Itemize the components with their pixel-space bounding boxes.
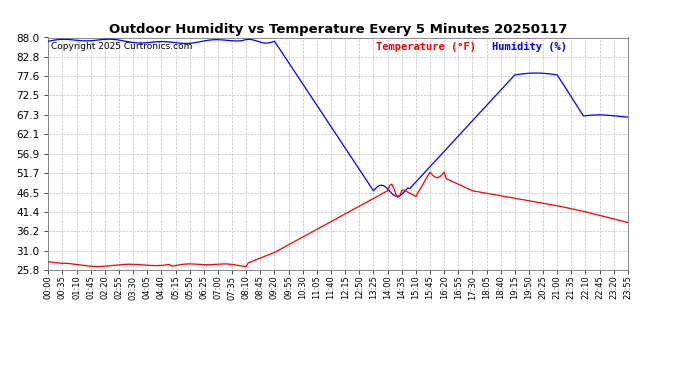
Title: Outdoor Humidity vs Temperature Every 5 Minutes 20250117: Outdoor Humidity vs Temperature Every 5 …: [109, 23, 567, 36]
Text: Temperature (°F): Temperature (°F): [376, 42, 476, 52]
Text: Copyright 2025 Curtronics.com: Copyright 2025 Curtronics.com: [51, 42, 193, 51]
Text: Humidity (%): Humidity (%): [492, 42, 566, 52]
